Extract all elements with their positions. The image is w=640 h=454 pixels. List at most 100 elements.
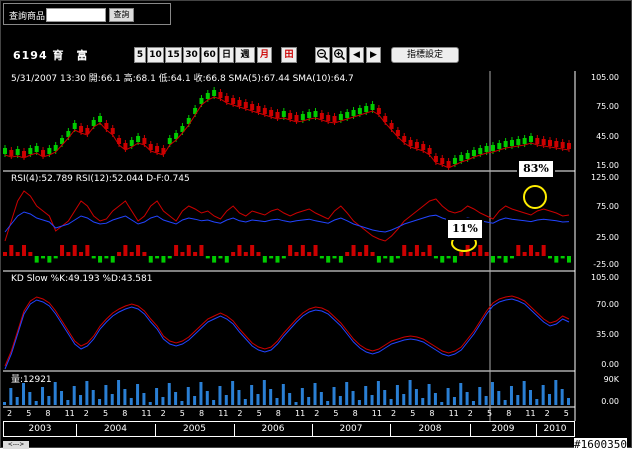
candle-body [433,156,438,162]
rsi-histogram-bar [104,256,109,259]
volume-bar [110,394,114,405]
candle-body [484,146,489,152]
rsi-histogram-bar [408,252,413,256]
candle-body [300,114,305,120]
zoom-in-button[interactable] [332,47,347,63]
scroll-left-button[interactable]: ◀ [349,47,364,63]
scroll-button[interactable]: <---> [3,441,29,449]
candle-body [547,140,552,146]
zoom-out-button[interactable] [315,47,330,63]
rsi-histogram-bar [288,245,293,256]
timeframe-10-button[interactable]: 10 [147,47,164,63]
volume-bar [338,396,342,405]
volume-bar [155,388,159,405]
candle-body [85,128,90,134]
volume-bar [98,399,102,405]
rsi-axis-2: 75.00 [596,202,619,211]
layout-grid-button[interactable]: 田 [281,47,297,63]
volume-bar [174,392,178,405]
rsi-histogram-bar [300,245,305,256]
rsi-histogram-bar [205,256,210,259]
timeframe-month-button[interactable]: 月 [257,47,272,63]
volume-bar [129,398,133,405]
volume-bar [256,394,260,405]
kd-axis-2: 70.00 [596,300,619,309]
rsi-histogram-bar [332,256,337,259]
rsi-histogram-bar [567,256,571,263]
timeframe-15-button[interactable]: 15 [165,47,182,63]
volume-bar [117,380,121,405]
candle-body [338,114,343,120]
timeframe-60-button[interactable]: 60 [201,47,218,63]
candle-body [212,90,217,96]
candle-body [440,158,445,164]
timeframe-30-button[interactable]: 30 [183,47,200,63]
volume-bar [554,380,558,405]
rsi-histogram-bar [3,252,7,256]
timeframe-day-button[interactable]: 日 [219,47,234,63]
candle-body [104,123,109,129]
timeframe-week-button[interactable]: 週 [235,47,255,63]
query-button[interactable]: 查詢 [109,8,134,22]
rsi-histogram-bar [433,256,438,259]
rsi-histogram-bar [414,245,419,256]
volume-bar [414,389,418,405]
rsi-histogram-bar [28,252,33,256]
candle-body [53,145,58,151]
volume-bar [313,383,317,405]
candle-body [60,138,65,144]
volume-bar [237,390,241,405]
rsi-histogram-bar [60,245,65,256]
volume-bar [389,399,393,405]
month-tick-label: 2 [83,409,89,418]
candle-body [516,139,521,145]
rsi-histogram-bar [364,245,369,256]
rsi-histogram-bar [281,256,286,259]
rsi-histogram-bar [66,252,71,256]
kd-axis-4: 0.00 [601,360,619,369]
candle-body [34,146,39,152]
volume-bar [528,390,532,405]
volume-axis-1: 90K [603,375,619,384]
candle-body [446,161,451,167]
volume-bar [243,399,247,405]
kd-info: KD Slow %K:49.193 %D:43.581 [11,274,153,284]
candle-body [288,113,293,119]
volume-bar [364,386,368,405]
volume-bar [370,395,374,405]
candle-body [478,148,483,154]
volume-bar [9,388,13,405]
candle-body [395,130,400,136]
year-label: 2009 [470,424,537,436]
image-id: #1600350 [574,438,627,451]
rsi-histogram-bar [560,256,565,259]
month-tick-label: 5 [26,409,32,418]
high-highlight-circle [523,185,547,209]
candle-body [345,112,350,118]
rsi-histogram-bar [319,256,324,259]
volume-bar [300,388,304,405]
rsi-info: RSI(4):52.789 RSI(12):52.044 D-F:0.745 [11,174,190,184]
month-tick-label: 2 [467,409,473,418]
month-tick-label: 11 [371,409,382,418]
candle-body [47,148,52,154]
volume-bar [402,394,406,405]
volume-bar [478,387,482,405]
rsi-histogram-bar [528,245,533,256]
price-axis-1: 105.00 [591,73,619,82]
candle-body [522,138,527,144]
month-tick-label: 5 [103,409,109,418]
rsi-histogram-bar [161,256,166,263]
rsi-histogram-bar [79,252,84,256]
query-panel: 查詢商品 查詢 [3,3,171,25]
query-input[interactable] [46,8,106,22]
volume-bar [15,397,19,405]
rsi-series [3,190,571,263]
candle-body [421,144,426,150]
scroll-right-button[interactable]: ▶ [366,47,381,63]
volume-bar [224,395,228,405]
indicator-settings-button[interactable]: 指標設定 [391,47,459,63]
timeframe-5-button[interactable]: 5 [134,47,146,63]
candle-body [459,155,464,161]
month-tick-label: 2 [544,409,550,418]
